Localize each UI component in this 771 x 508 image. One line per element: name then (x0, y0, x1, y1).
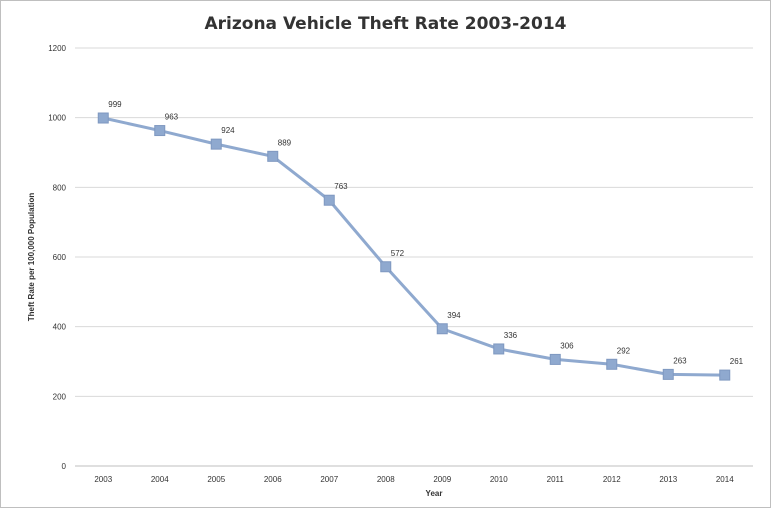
data-label: 763 (334, 182, 348, 191)
x-tick-label: 2003 (94, 475, 112, 484)
data-label: 963 (165, 113, 179, 122)
data-marker (549, 353, 561, 365)
gridlines (75, 47, 753, 397)
y-tick-labels: 0 200 400 600 800 1000 1200 (48, 44, 66, 471)
data-marker (662, 368, 674, 380)
data-label: 263 (673, 356, 687, 365)
data-label: 306 (560, 341, 574, 350)
x-tick-label: 2005 (207, 475, 225, 484)
x-axis-title: Year (426, 489, 443, 498)
y-tick-label: 200 (53, 392, 67, 401)
x-tick-labels: 2003 2004 2005 2006 2007 2008 2009 2010 2011 2012… (94, 475, 734, 484)
data-marker (493, 343, 505, 355)
y-tick-label: 0 (62, 462, 67, 471)
x-tick-label: 2010 (490, 475, 508, 484)
x-tick-label: 2008 (377, 475, 395, 484)
data-marker (154, 125, 166, 137)
y-axis-title: Theft Rate per 100,000 Population (27, 193, 36, 322)
x-tick-label: 2009 (433, 475, 451, 484)
data-label: 394 (447, 311, 461, 320)
data-label: 889 (278, 138, 292, 147)
data-marker (380, 261, 392, 273)
x-tick-label: 2014 (716, 475, 734, 484)
data-marker (210, 138, 222, 150)
data-marker (606, 358, 618, 370)
y-tick-label: 600 (53, 253, 67, 262)
data-label: 336 (504, 331, 518, 340)
y-tick-label: 1200 (48, 44, 66, 53)
data-marker (97, 112, 109, 124)
x-tick-label: 2006 (264, 475, 282, 484)
data-label: 261 (730, 357, 744, 366)
y-tick-label: 400 (53, 323, 67, 332)
y-tick-label: 800 (53, 183, 67, 192)
data-marker (267, 150, 279, 162)
series-line (102, 116, 725, 377)
data-marker (436, 323, 448, 335)
y-tick-label: 1000 (48, 114, 66, 123)
x-tick-label: 2011 (547, 475, 565, 484)
data-label: 999 (108, 100, 122, 109)
data-label: 292 (617, 346, 631, 355)
data-label: 572 (391, 249, 405, 258)
x-tick-label: 2004 (151, 475, 169, 484)
x-tick-label: 2012 (603, 475, 621, 484)
data-marker (323, 194, 335, 206)
data-markers (97, 112, 731, 381)
data-label: 924 (221, 126, 235, 135)
data-labels: 999 963 924 889 763 572 394 336 306 292 263 261 (108, 100, 743, 366)
chart-title: Arizona Vehicle Theft Rate 2003-2014 (204, 14, 567, 34)
x-tick-label: 2007 (320, 475, 338, 484)
data-marker (719, 369, 731, 381)
x-tick-label: 2013 (659, 475, 677, 484)
